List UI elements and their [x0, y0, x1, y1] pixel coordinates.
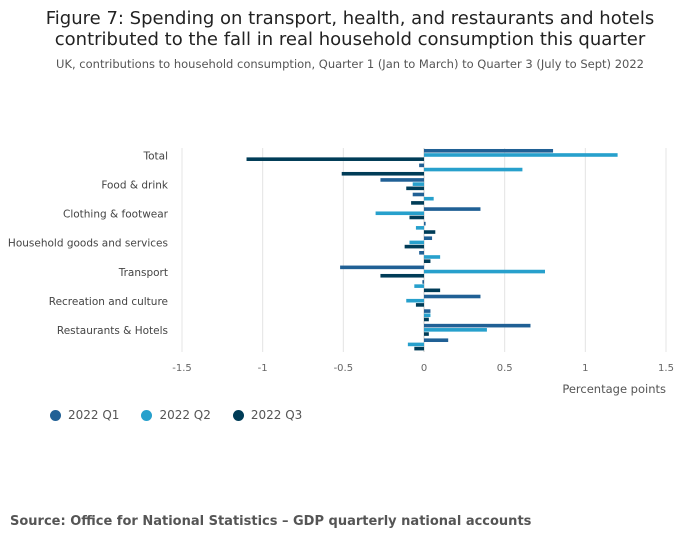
legend-dot-q2: [141, 409, 153, 421]
x-tick-label: -1.5: [172, 363, 192, 374]
bar-2022-q1-12: [424, 323, 531, 328]
category-label: Food & drink: [101, 179, 169, 191]
chart-title: Figure 7: Spending on transport, health,…: [0, 8, 700, 50]
bar-2022-q2-6: [409, 240, 424, 245]
chart-title-line-2: contributed to the fall in real househol…: [54, 29, 646, 50]
bar-2022-q2-12: [424, 328, 487, 332]
x-tick-label: 0.5: [497, 363, 513, 374]
x-tick-label: 1: [582, 363, 588, 374]
category-label: Recreation and culture: [49, 296, 168, 308]
bar-2022-q1-5: [424, 221, 426, 226]
bar-2022-q1-2: [380, 178, 424, 182]
x-tick-label: -0.5: [334, 363, 354, 374]
bar-2022-q3-9: [424, 288, 441, 293]
category-label: Household goods and services: [8, 238, 168, 250]
bar-chart: -1.5 -1 -0.5 0 0.5 1 1.5 Percentage points Total…: [8, 148, 674, 396]
x-tick-label: -1: [258, 363, 268, 374]
legend-dot-q3: [232, 409, 244, 421]
category-label: Transport: [118, 267, 168, 279]
bar-2022-q1-9: [422, 280, 424, 284]
source-note: Source: Office for National Statistics –…: [10, 514, 532, 529]
bar-2022-q3-7: [424, 259, 431, 263]
chart-subtitle: UK, contributions to household consumpti…: [56, 57, 644, 71]
bar-2022-q2-4: [375, 211, 424, 216]
bar-2022-q1-7: [419, 250, 424, 255]
category-label: Restaurants & Hotels: [57, 325, 168, 337]
bar-2022-q2-1: [424, 167, 523, 172]
bar-2022-q1-13: [424, 338, 449, 343]
bar-2022-q3-5: [424, 230, 436, 234]
bar-2022-q1-4: [424, 207, 481, 211]
legend-item-q2[interactable]: 2022 Q2: [141, 408, 211, 422]
bar-2022-q2-2: [412, 182, 424, 186]
bar-2022-q3-2: [406, 186, 424, 191]
bar-2022-q2-5: [415, 226, 424, 230]
bar-2022-q3-3: [411, 201, 424, 205]
bar-2022-q1-11: [424, 309, 431, 313]
bar-2022-q3-8: [380, 273, 424, 278]
bar-2022-q2-8: [424, 269, 545, 274]
bar-2022-q3-10: [415, 303, 424, 307]
bar-2022-q2-0: [424, 153, 618, 157]
bar-2022-q2-11: [424, 313, 431, 318]
bar-2022-q2-10: [406, 298, 424, 303]
chart-title-line-1: Figure 7: Spending on transport, health,…: [45, 8, 655, 29]
bar-2022-q3-6: [404, 244, 424, 249]
bar-2022-q1-10: [424, 294, 481, 299]
x-tick-label: 0: [421, 363, 427, 374]
legend-item-q3[interactable]: 2022 Q3: [232, 408, 303, 422]
bar-2022-q2-7: [424, 255, 441, 259]
bar-2022-q1-6: [424, 236, 433, 241]
bar-2022-q3-1: [341, 171, 424, 176]
legend-dot-q1: [50, 409, 61, 421]
chart-legend: 2022 Q1 2022 Q2 2022 Q3: [50, 408, 302, 422]
bar-2022-q1-3: [412, 192, 424, 197]
legend-label-q3: 2022 Q3: [250, 408, 303, 422]
x-tick-label: 1.5: [658, 363, 674, 374]
bar-2022-q2-3: [424, 196, 434, 201]
legend-label-q1: 2022 Q1: [68, 408, 120, 422]
bar-2022-q3-12: [424, 332, 429, 336]
legend-item-q1[interactable]: 2022 Q1: [50, 408, 119, 422]
bar-2022-q3-13: [414, 346, 424, 351]
bar-2022-q2-13: [407, 342, 424, 347]
bar-2022-q3-0: [246, 157, 424, 161]
bar-2022-q1-0: [424, 148, 554, 153]
bar-2022-q2-9: [414, 284, 424, 288]
legend-label-q2: 2022 Q2: [159, 408, 211, 422]
category-label: Total: [142, 150, 168, 162]
bar-2022-q1-1: [419, 163, 424, 168]
bar-2022-q3-11: [424, 317, 429, 322]
bar-2022-q1-8: [340, 265, 424, 270]
bar-2022-q3-4: [409, 215, 424, 220]
x-axis-title: Percentage points: [562, 382, 666, 396]
category-label: Clothing & footwear: [63, 209, 169, 221]
